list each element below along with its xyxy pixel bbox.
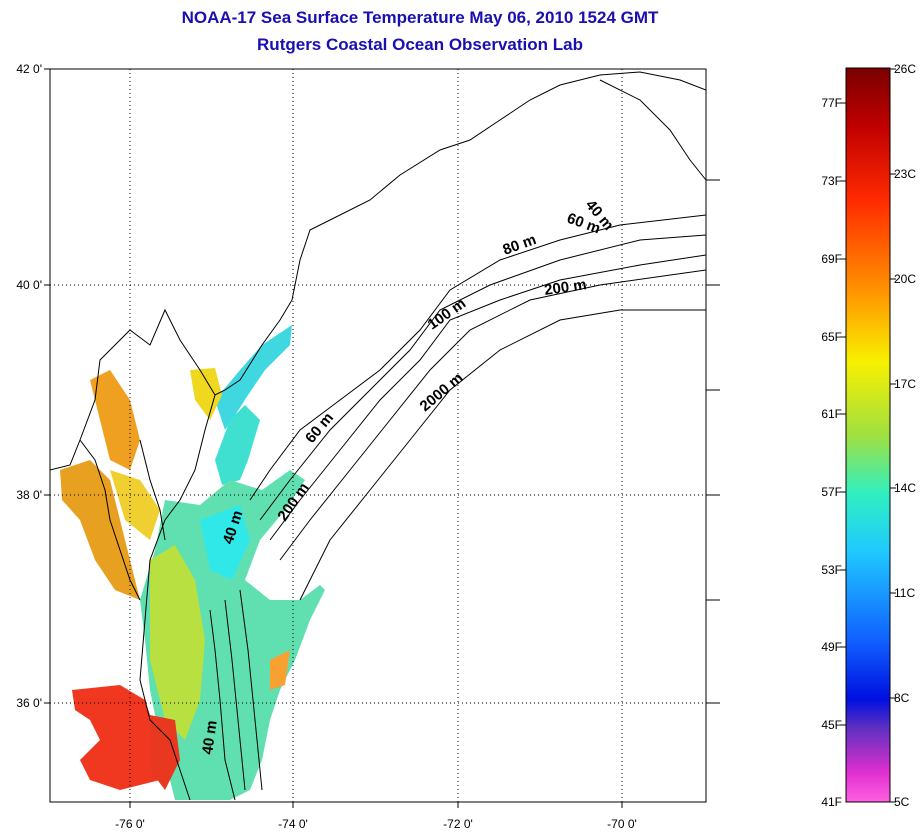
map-subtitle: Rutgers Coastal Ocean Observation Lab bbox=[257, 35, 583, 54]
chesapeake-west bbox=[79, 439, 141, 601]
colorbar-f-label: 69F bbox=[821, 252, 842, 266]
graticule bbox=[50, 69, 706, 802]
colorbar-c-label: 8C bbox=[894, 691, 910, 705]
lon-label: -76 0' bbox=[115, 817, 145, 831]
colorbar-c-label: 17C bbox=[894, 377, 916, 391]
colorbar-f-label: 77F bbox=[821, 96, 842, 110]
lon-label: -72 0' bbox=[443, 817, 473, 831]
colorbar-c-label: 5C bbox=[894, 795, 910, 809]
lat-label: 38 0' bbox=[16, 488, 42, 502]
sst-data bbox=[60, 325, 325, 800]
bathymetry-contours bbox=[209, 79, 706, 801]
sst-region-west-shore bbox=[60, 460, 140, 600]
contour-inner-south-1 bbox=[209, 609, 236, 801]
lat-label: 40 0' bbox=[16, 278, 42, 292]
contour-80m bbox=[269, 254, 706, 541]
sst-region-warm-patch bbox=[270, 650, 290, 690]
sst-region-delaware-bay bbox=[215, 325, 292, 430]
contour-inner-south-3 bbox=[239, 589, 263, 791]
colorbar-f-label: 45F bbox=[821, 718, 842, 732]
colorbar-c-label: 23C bbox=[894, 167, 916, 181]
colorbar-f-label: 65F bbox=[821, 330, 842, 344]
colorbar: 77F 73F 69F 65F 61F 57F 53F 49F 45F 41F … bbox=[821, 62, 916, 809]
contour-60m bbox=[259, 234, 706, 521]
contour-100m bbox=[279, 269, 706, 561]
lat-label: 42 0' bbox=[16, 62, 42, 76]
colorbar-c-label: 20C bbox=[894, 272, 916, 286]
sst-region-albemarle bbox=[150, 715, 180, 790]
axis-ticks bbox=[44, 68, 720, 808]
contour-label: 40 m bbox=[199, 719, 221, 755]
coastline-north bbox=[50, 71, 706, 471]
colorbar-f-label: 53F bbox=[821, 563, 842, 577]
sst-region-offshore-cool bbox=[200, 505, 250, 580]
contour-inner-south-2 bbox=[224, 599, 246, 791]
colorbar-f-label: 61F bbox=[821, 407, 842, 421]
colorbar-gradient bbox=[845, 67, 891, 803]
contour-northeast bbox=[599, 79, 706, 181]
colorbar-f-label: 49F bbox=[821, 640, 842, 654]
contour-2000m bbox=[299, 309, 706, 601]
sst-region-bay-middle bbox=[110, 470, 160, 540]
colorbar-f-label: 73F bbox=[821, 174, 842, 188]
colorbar-c-label: 14C bbox=[894, 481, 916, 495]
coastline-south bbox=[139, 394, 216, 801]
sst-region-chesapeake-mouth bbox=[150, 545, 205, 740]
sst-region-potomac bbox=[90, 370, 140, 470]
colorbar-f-label: 41F bbox=[821, 795, 842, 809]
lat-label: 36 0' bbox=[16, 696, 42, 710]
colorbar-f-label: 57F bbox=[821, 485, 842, 499]
map-title: NOAA-17 Sea Surface Temperature May 06, … bbox=[181, 8, 659, 27]
contour-label: 200 m bbox=[543, 276, 587, 299]
colorbar-c-label: 11C bbox=[894, 586, 915, 600]
contour-40m bbox=[249, 214, 706, 501]
lon-label: -70 0' bbox=[607, 817, 637, 831]
sst-region-shelf-north bbox=[215, 405, 260, 485]
sst-region-pamlico bbox=[72, 685, 170, 790]
colorbar-c-label: 26C bbox=[894, 62, 916, 76]
lon-label: -74 0' bbox=[278, 817, 308, 831]
sst-region-upper-bay bbox=[190, 368, 222, 420]
